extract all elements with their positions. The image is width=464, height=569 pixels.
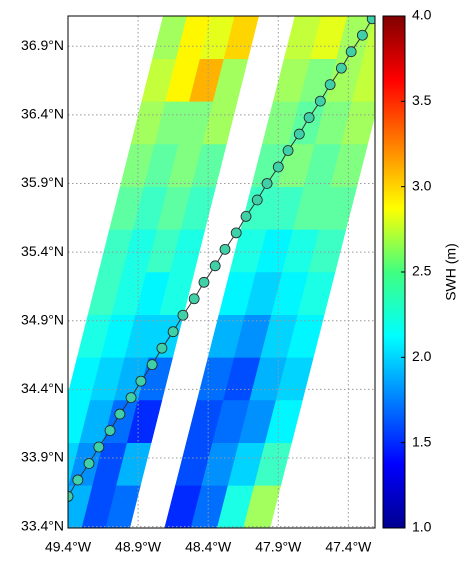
x-tick-label: 48.4°W [185, 539, 232, 555]
track-point [188, 293, 200, 305]
track-point [356, 29, 368, 41]
y-tick-label: 33.4°N [21, 517, 64, 533]
colorbar-tick-label: 2.5 [412, 263, 432, 279]
y-tick-label: 34.9°N [21, 311, 64, 327]
track-point [167, 326, 179, 338]
y-tick-label: 35.9°N [21, 174, 64, 190]
track-point [125, 392, 137, 403]
swath-cell [283, 16, 322, 59]
swath-cell [351, 58, 375, 102]
track-point [240, 211, 252, 222]
track-point [303, 112, 315, 123]
track-point [219, 243, 231, 255]
track-point [282, 145, 294, 156]
swath-cell [223, 16, 259, 59]
x-tick-label: 47.9°W [255, 539, 302, 555]
swath-cell [152, 16, 188, 59]
track-point [335, 62, 347, 74]
colorbar-tick-label: 4.0 [412, 7, 432, 23]
track-point [324, 79, 336, 91]
track-point [68, 491, 74, 502]
track-point [72, 474, 84, 486]
colorbar-tick-label: 2.0 [412, 348, 432, 364]
swath-cell [362, 16, 375, 59]
track-point [177, 309, 189, 321]
track-point [114, 408, 126, 420]
track-point [156, 342, 168, 354]
track-point [230, 227, 242, 239]
track-point [93, 441, 105, 453]
swath-layer [68, 16, 375, 528]
y-tick-label: 36.4°N [21, 106, 64, 122]
swath-cell [340, 101, 375, 145]
track-point [209, 260, 221, 272]
swath-cell [199, 16, 236, 59]
colorbar-tick-label: 3.0 [412, 177, 432, 193]
track-point [146, 359, 158, 371]
swath-cell [336, 16, 375, 59]
track-point [135, 375, 147, 387]
track-point [293, 128, 305, 140]
y-tick-label: 34.4°N [21, 380, 64, 396]
track-point [83, 458, 95, 469]
y-tick-label: 35.4°N [21, 243, 64, 259]
track-point [104, 425, 116, 436]
track-point [251, 194, 263, 206]
track-point [272, 161, 284, 173]
colorbar-label: SWH (m) [443, 243, 459, 301]
swath-cell [176, 16, 212, 59]
track-point [345, 46, 357, 58]
track-point [366, 16, 375, 25]
swath-cell [310, 16, 348, 59]
colorbar-tick-label: 1.5 [412, 433, 432, 449]
x-tick-label: 47.4°W [325, 539, 372, 555]
track-layer [68, 16, 375, 502]
track-point [261, 178, 273, 189]
colorbar-tick-label: 1.0 [412, 519, 432, 535]
x-tick-label: 48.9°W [115, 539, 162, 555]
colorbar-tick-label: 3.5 [412, 92, 432, 108]
y-tick-label: 36.9°N [21, 37, 64, 53]
plot-frame [67, 15, 376, 529]
track-point [198, 276, 210, 288]
track-point [314, 95, 326, 107]
y-tick-label: 33.9°N [21, 449, 64, 465]
x-tick-label: 49.4°W [45, 539, 92, 555]
